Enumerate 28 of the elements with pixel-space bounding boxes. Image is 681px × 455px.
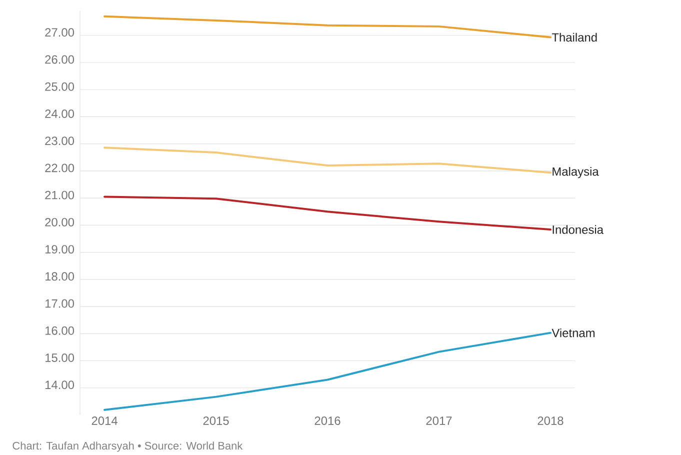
series-label: Indonesia (552, 225, 604, 234)
y-tick-label: 17.00 (45, 299, 74, 308)
y-tick-label: 26.00 (45, 55, 74, 64)
series-label: Vietnam (552, 328, 595, 338)
x-tick-label: 2018 (538, 416, 564, 425)
line-series (104, 332, 552, 411)
y-tick-label: 25.00 (45, 82, 74, 91)
series-label: Malaysia (552, 167, 599, 178)
series-label: Thailand (552, 32, 597, 42)
text: Chart: Taufan Adharsyah • Source: World Bank (12, 442, 243, 452)
line-series (104, 196, 552, 231)
y-tick-label: 18.00 (45, 272, 74, 281)
line-series (104, 146, 552, 174)
y-tick-label: 16.00 (45, 326, 74, 335)
y-tick-label: 20.00 (45, 218, 74, 226)
line-series (104, 15, 552, 38)
y-tick-label: 15.00 (45, 354, 74, 362)
x-tick-label: 2016 (314, 416, 340, 425)
y-tick-label: 21.00 (45, 190, 74, 200)
x-tick-label: 2014 (92, 416, 118, 425)
y-tick-label: 24.00 (45, 110, 74, 118)
y-tick-label: 14.00 (45, 380, 74, 390)
x-tick-label: 2017 (426, 416, 452, 425)
x-tick-label: 2015 (203, 416, 229, 425)
y-tick-label: 23.00 (45, 136, 74, 146)
y-tick-label: 27.00 (45, 28, 74, 37)
y-tick-label: 19.00 (45, 245, 74, 254)
y-tick-label: 22.00 (45, 164, 74, 172)
